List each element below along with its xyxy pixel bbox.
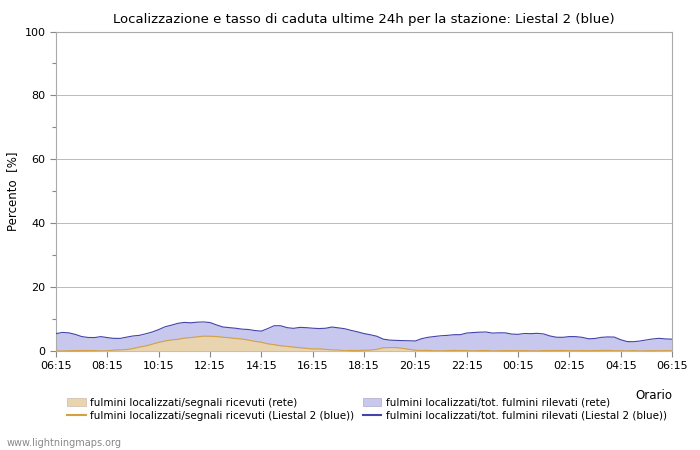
Legend: fulmini localizzati/segnali ricevuti (rete), fulmini localizzati/segnali ricevut: fulmini localizzati/segnali ricevuti (re…	[67, 398, 666, 421]
Title: Localizzazione e tasso di caduta ultime 24h per la stazione: Liestal 2 (blue): Localizzazione e tasso di caduta ultime …	[113, 13, 615, 26]
Y-axis label: Percento  [%]: Percento [%]	[6, 152, 19, 231]
Text: Orario: Orario	[635, 389, 672, 402]
Text: www.lightningmaps.org: www.lightningmaps.org	[7, 438, 122, 448]
